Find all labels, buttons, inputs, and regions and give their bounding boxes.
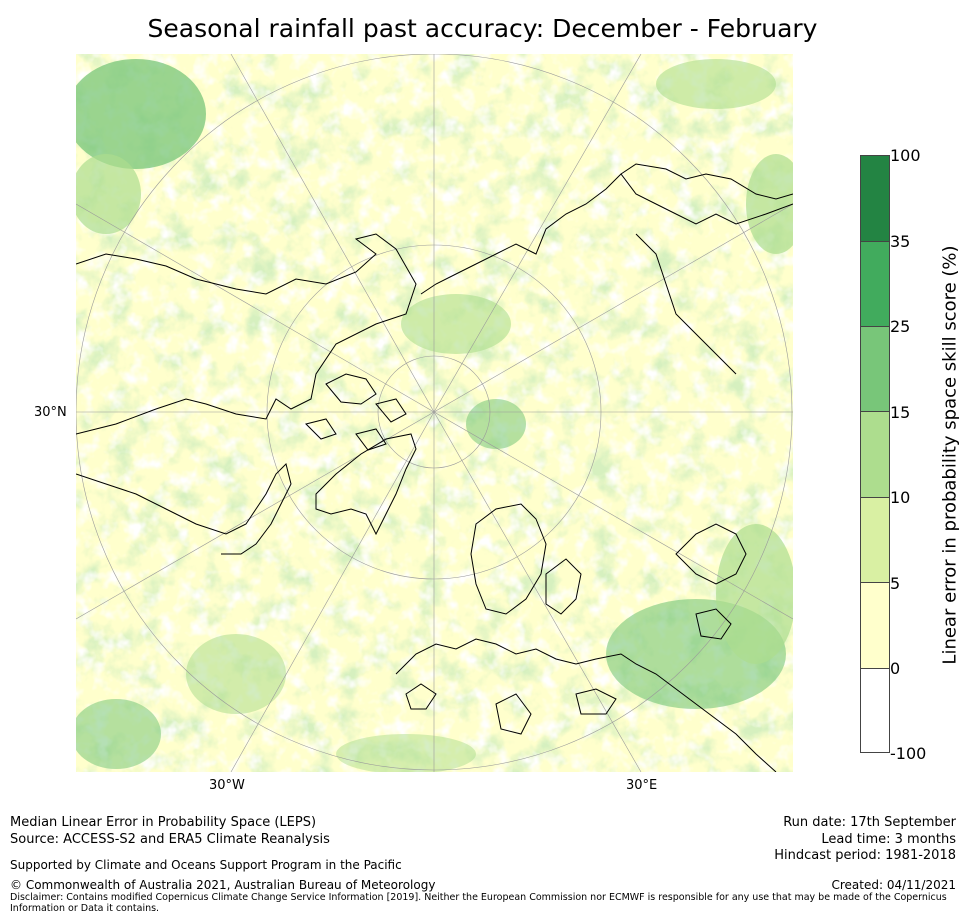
pacific-coast (635, 233, 737, 375)
colorbar-tick-neg100: -100 (890, 744, 927, 763)
arctic-island-4 (355, 428, 387, 451)
finland-coast (545, 558, 582, 615)
chukotka-coast (620, 163, 793, 200)
lon-label-30w: 30°W (209, 778, 245, 793)
colorbar-tick-0: 0 (890, 659, 901, 678)
footer-source-line: Source: ACCESS-S2 and ERA5 Climate Reana… (10, 832, 330, 847)
skill-high-regions (76, 59, 793, 772)
polar-map (76, 54, 793, 772)
footer-support-line: Supported by Climate and Oceans Support … (10, 858, 402, 872)
colorbar-tick-5: 5 (890, 574, 901, 593)
colorbar-label: Linear error in probability space skill … (939, 245, 961, 665)
colorbar-tick-35: 35 (890, 232, 911, 251)
colorbar-tick-10: 10 (890, 488, 911, 507)
italy-region (495, 693, 532, 735)
aral-region (695, 608, 732, 640)
chart-title: Seasonal rainfall past accuracy: Decembe… (147, 14, 818, 43)
map-svg (76, 54, 793, 772)
arctic-island-1 (325, 373, 377, 405)
arctic-island-2 (375, 398, 407, 423)
footer-copyright: © Commonwealth of Australia 2021, Austra… (10, 878, 436, 892)
footer-disclaimer-2: Information or Data it contains. (10, 903, 160, 914)
footer-disclaimer-1: Disclaimer: Contains modified Copernicus… (10, 892, 947, 903)
siberia-coast (420, 173, 793, 295)
lat-label-30n: 30°N (34, 405, 67, 420)
footer-lead-time: Lead time: 3 months (821, 832, 956, 847)
footer-leps-line: Median Linear Error in Probability Space… (10, 815, 317, 830)
colorbar (860, 155, 890, 753)
colorbar-tick-100: 100 (890, 146, 921, 165)
north-america-coast (76, 233, 417, 435)
footer-hindcast: Hindcast period: 1981-2018 (774, 848, 956, 863)
footer-created: Created: 04/11/2021 (831, 878, 956, 892)
arctic-island-3 (305, 418, 337, 440)
colorbar-segment-neg100-0 (860, 668, 890, 753)
europe-coast (395, 638, 777, 772)
black-sea-region (575, 688, 617, 715)
greenland-coast (315, 433, 417, 536)
colorbar-segment-5-10 (860, 497, 890, 582)
coastlines (76, 163, 793, 772)
colorbar-segment-15-25 (860, 326, 890, 411)
colorbar-segment-35-100 (860, 155, 890, 241)
colorbar-tick-15: 15 (890, 403, 911, 422)
lon-label-30e: 30°E (626, 778, 658, 793)
colorbar-segment-25-35 (860, 241, 890, 326)
british-isles (405, 683, 437, 710)
colorbar-segment-0-5 (860, 582, 890, 668)
footer-run-date: Run date: 17th September (783, 815, 956, 830)
scandinavia-coast (470, 503, 547, 615)
colorbar-segment-10-15 (860, 411, 890, 497)
colorbar-tick-25: 25 (890, 317, 911, 336)
hudson-bay-coast (76, 463, 292, 555)
caspian-region (675, 523, 747, 585)
